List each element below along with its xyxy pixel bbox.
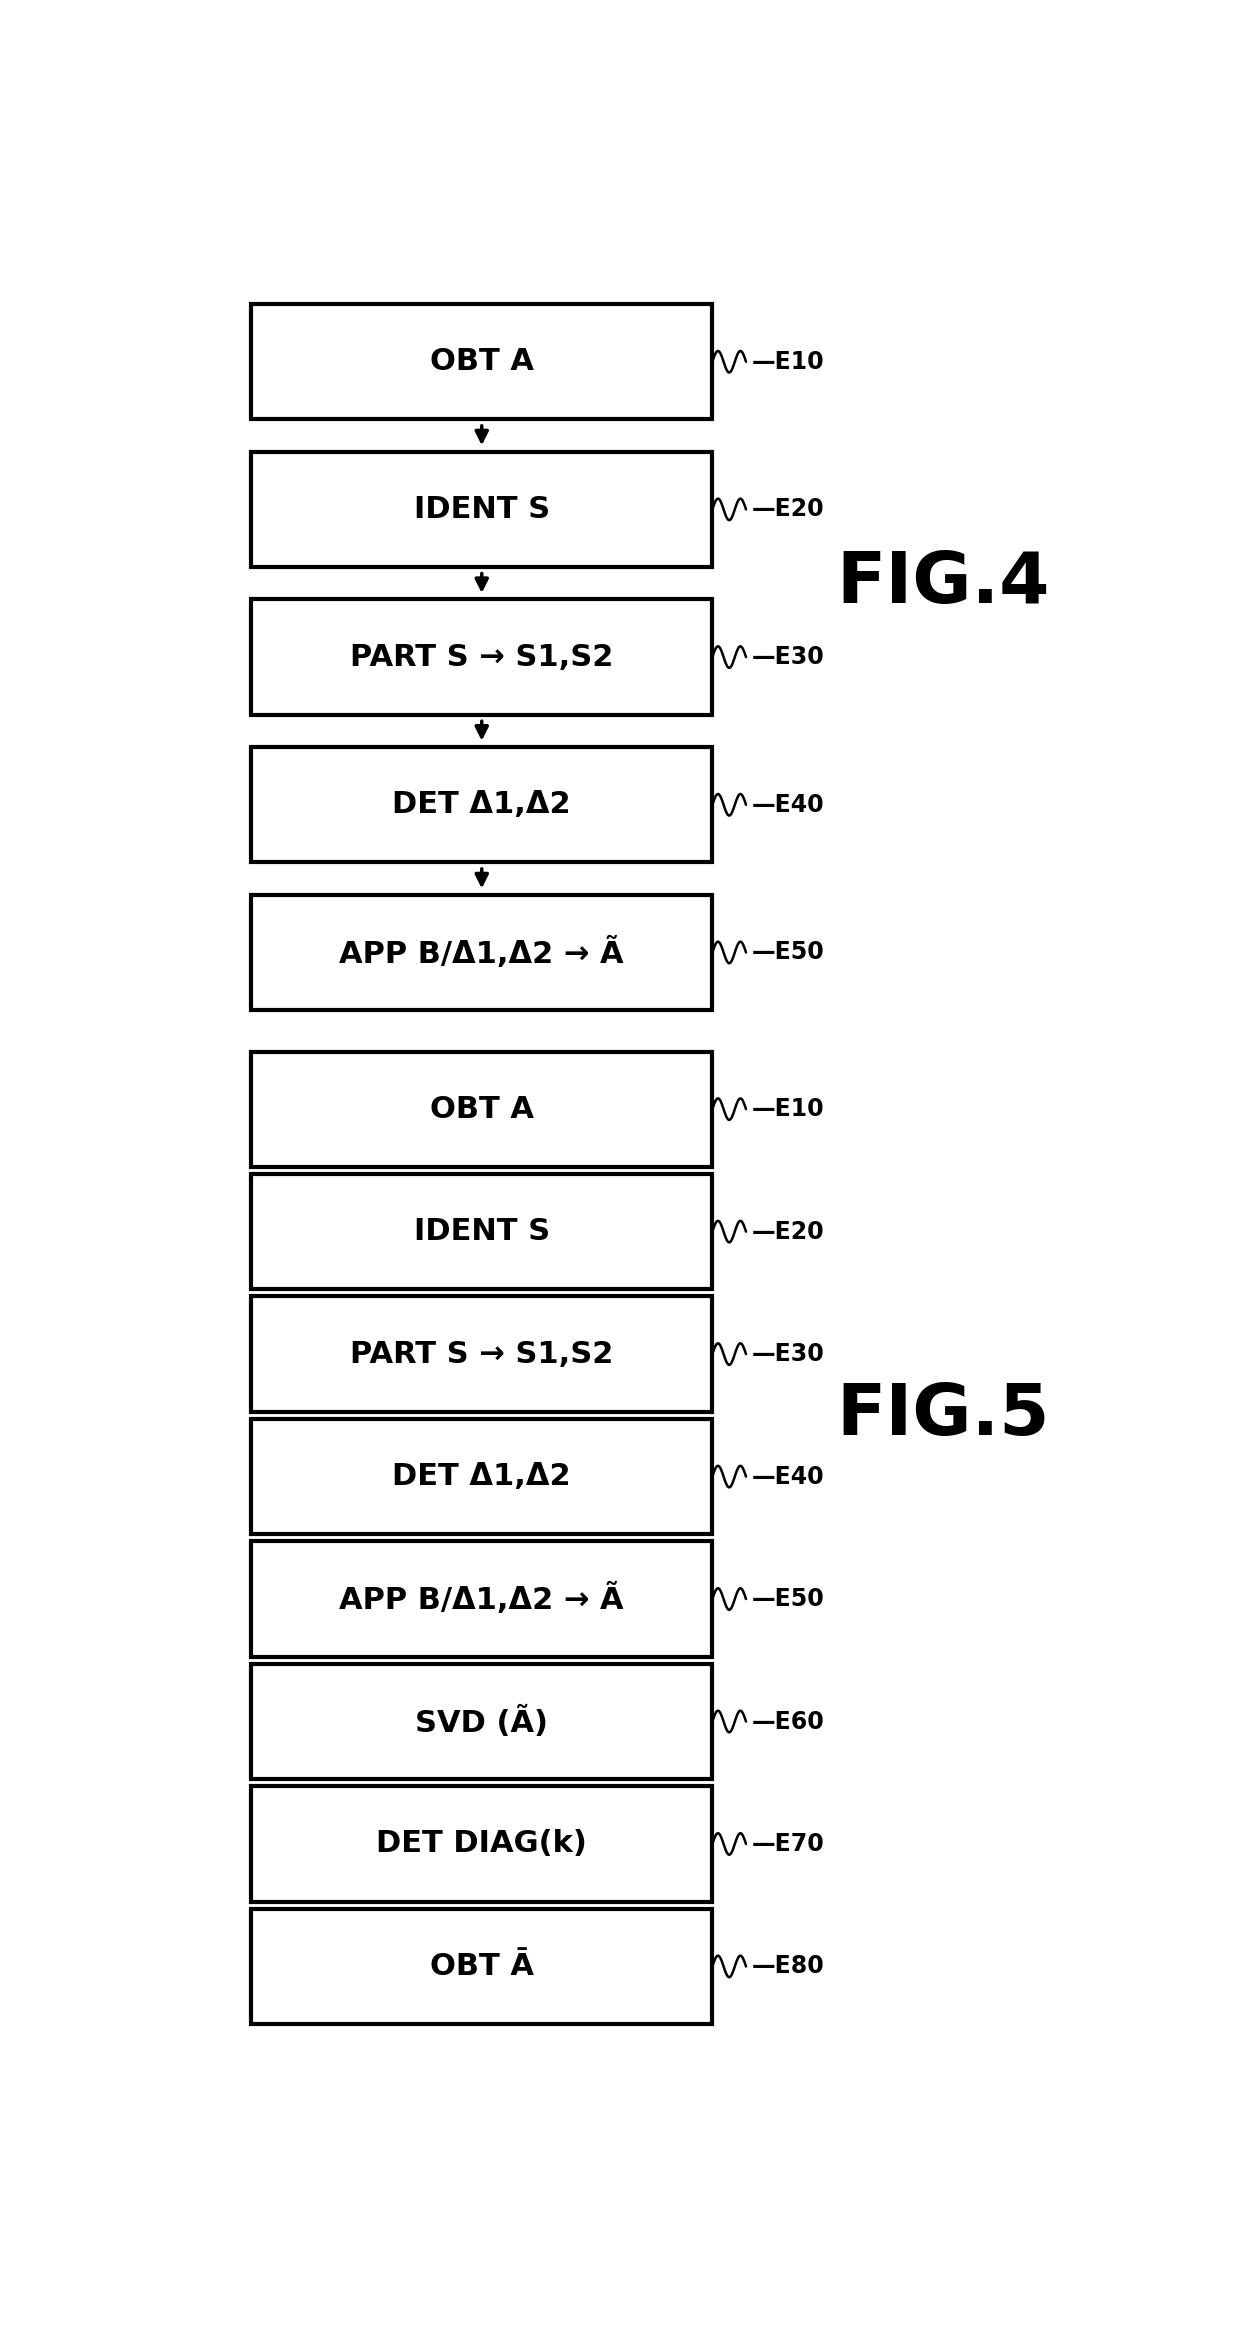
Text: —E80: —E80 bbox=[751, 1955, 825, 1979]
Text: FIG.5: FIG.5 bbox=[836, 1380, 1050, 1450]
Text: PART S → S1,S2: PART S → S1,S2 bbox=[350, 1340, 614, 1368]
Bar bbox=[250, 1420, 712, 1534]
Text: —E50: —E50 bbox=[751, 1588, 825, 1612]
Bar bbox=[250, 746, 712, 863]
Bar bbox=[250, 1663, 712, 1780]
Text: —E70: —E70 bbox=[751, 1831, 825, 1855]
Text: —E20: —E20 bbox=[751, 498, 825, 522]
Text: —E50: —E50 bbox=[751, 940, 825, 964]
Text: —E30: —E30 bbox=[751, 1343, 825, 1366]
Text: —E10: —E10 bbox=[751, 1097, 825, 1120]
Text: DET Δ1,Δ2: DET Δ1,Δ2 bbox=[392, 791, 572, 819]
Text: —E40: —E40 bbox=[751, 793, 825, 816]
Text: IDENT S: IDENT S bbox=[414, 1216, 549, 1247]
Text: OBT Ā: OBT Ā bbox=[430, 1953, 533, 1981]
Text: DET Δ1,Δ2: DET Δ1,Δ2 bbox=[392, 1462, 572, 1490]
Text: —E10: —E10 bbox=[751, 351, 825, 374]
Text: IDENT S: IDENT S bbox=[414, 496, 549, 524]
Text: —E20: —E20 bbox=[751, 1219, 825, 1244]
Text: —E40: —E40 bbox=[751, 1464, 825, 1488]
Bar bbox=[250, 304, 712, 419]
Text: DET DIAG(k): DET DIAG(k) bbox=[376, 1829, 588, 1860]
Text: PART S → S1,S2: PART S → S1,S2 bbox=[350, 643, 614, 671]
Text: —E60: —E60 bbox=[751, 1710, 825, 1733]
Text: OBT A: OBT A bbox=[430, 346, 533, 377]
Bar bbox=[250, 1541, 712, 1656]
Bar bbox=[250, 1174, 712, 1289]
Text: OBT A: OBT A bbox=[430, 1095, 533, 1123]
Bar bbox=[250, 599, 712, 716]
Text: —E30: —E30 bbox=[751, 646, 825, 669]
Bar bbox=[250, 1787, 712, 1902]
Bar bbox=[250, 896, 712, 1010]
Text: SVD (Ã): SVD (Ã) bbox=[415, 1705, 548, 1738]
Bar bbox=[250, 451, 712, 566]
Text: APP B/Δ1,Δ2 → Ã: APP B/Δ1,Δ2 → Ã bbox=[340, 1584, 624, 1616]
Bar bbox=[250, 1909, 712, 2023]
Bar bbox=[250, 1296, 712, 1413]
Text: FIG.4: FIG.4 bbox=[836, 550, 1050, 617]
Bar bbox=[250, 1053, 712, 1167]
Text: APP B/Δ1,Δ2 → Ã: APP B/Δ1,Δ2 → Ã bbox=[340, 936, 624, 968]
